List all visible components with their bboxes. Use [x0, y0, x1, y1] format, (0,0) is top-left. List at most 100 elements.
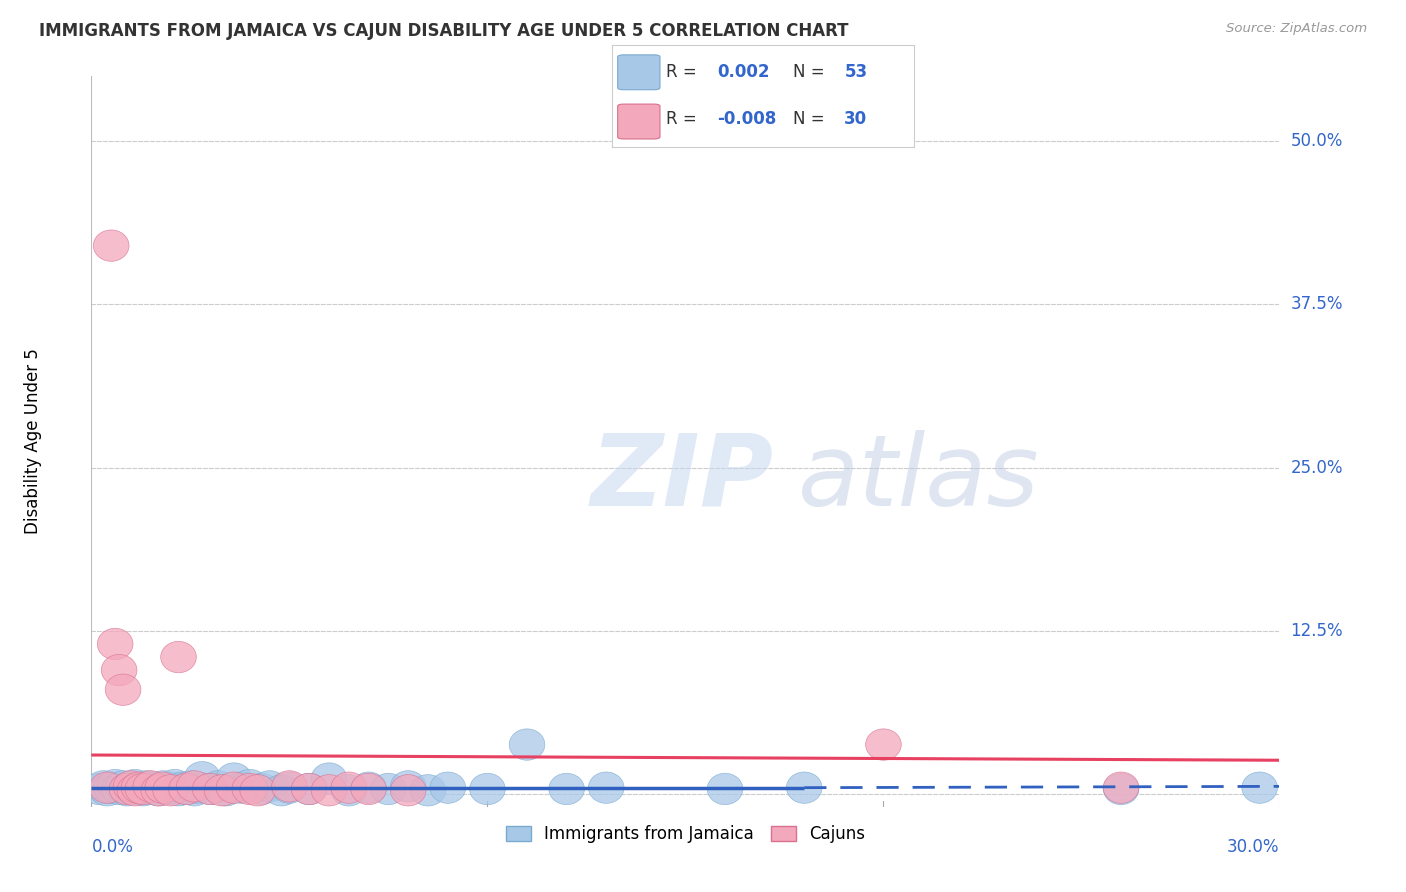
Ellipse shape	[177, 774, 212, 806]
Ellipse shape	[200, 771, 236, 802]
Ellipse shape	[243, 773, 280, 805]
Ellipse shape	[786, 772, 823, 804]
Text: ZIP: ZIP	[591, 430, 773, 526]
Ellipse shape	[134, 773, 169, 805]
Legend: Immigrants from Jamaica, Cajuns: Immigrants from Jamaica, Cajuns	[499, 819, 872, 850]
Text: atlas: atlas	[799, 430, 1040, 526]
Ellipse shape	[350, 772, 387, 804]
Ellipse shape	[311, 763, 347, 794]
Ellipse shape	[411, 774, 446, 806]
Ellipse shape	[105, 771, 141, 802]
Ellipse shape	[134, 771, 169, 802]
Ellipse shape	[117, 770, 153, 801]
Ellipse shape	[90, 772, 125, 804]
Ellipse shape	[90, 774, 125, 806]
Text: 25.0%: 25.0%	[1291, 458, 1343, 476]
Ellipse shape	[470, 773, 505, 805]
Ellipse shape	[97, 628, 134, 660]
Ellipse shape	[101, 655, 136, 686]
Ellipse shape	[291, 773, 328, 805]
Ellipse shape	[125, 774, 160, 806]
Ellipse shape	[145, 771, 180, 802]
Ellipse shape	[110, 774, 145, 806]
Ellipse shape	[169, 773, 204, 805]
Ellipse shape	[129, 771, 165, 802]
Ellipse shape	[112, 771, 149, 802]
Ellipse shape	[110, 773, 145, 805]
Ellipse shape	[1104, 773, 1139, 805]
Ellipse shape	[252, 771, 287, 802]
Ellipse shape	[141, 774, 177, 806]
Ellipse shape	[145, 772, 180, 804]
Ellipse shape	[93, 230, 129, 261]
Text: IMMIGRANTS FROM JAMAICA VS CAJUN DISABILITY AGE UNDER 5 CORRELATION CHART: IMMIGRANTS FROM JAMAICA VS CAJUN DISABIL…	[39, 22, 849, 40]
Ellipse shape	[391, 774, 426, 806]
Ellipse shape	[350, 773, 387, 805]
Ellipse shape	[93, 772, 129, 804]
Text: N =: N =	[793, 63, 830, 81]
Ellipse shape	[193, 773, 228, 805]
Ellipse shape	[153, 772, 188, 804]
Ellipse shape	[165, 772, 200, 804]
Text: 0.0%: 0.0%	[91, 838, 134, 855]
Text: R =: R =	[666, 63, 702, 81]
Text: R =: R =	[666, 111, 702, 128]
Ellipse shape	[141, 774, 177, 806]
Ellipse shape	[271, 771, 308, 802]
Ellipse shape	[330, 774, 367, 806]
Ellipse shape	[509, 729, 546, 760]
Ellipse shape	[707, 773, 742, 805]
Text: Source: ZipAtlas.com: Source: ZipAtlas.com	[1226, 22, 1367, 36]
Ellipse shape	[204, 774, 240, 806]
Text: 37.5%: 37.5%	[1291, 295, 1343, 313]
Text: 30: 30	[845, 111, 868, 128]
Ellipse shape	[112, 772, 149, 804]
FancyBboxPatch shape	[617, 55, 659, 90]
Ellipse shape	[240, 774, 276, 806]
Ellipse shape	[264, 774, 299, 806]
Ellipse shape	[105, 674, 141, 706]
Ellipse shape	[184, 762, 221, 793]
Ellipse shape	[101, 773, 136, 805]
Text: -0.008: -0.008	[717, 111, 776, 128]
Ellipse shape	[177, 771, 212, 802]
Ellipse shape	[193, 773, 228, 805]
Text: 53: 53	[845, 63, 868, 81]
Ellipse shape	[271, 772, 308, 804]
Text: 0.002: 0.002	[717, 63, 770, 81]
Ellipse shape	[156, 770, 193, 801]
Ellipse shape	[391, 771, 426, 802]
Ellipse shape	[866, 729, 901, 760]
Ellipse shape	[160, 641, 197, 673]
Ellipse shape	[121, 772, 156, 804]
Ellipse shape	[208, 774, 243, 806]
Text: Disability Age Under 5: Disability Age Under 5	[24, 349, 42, 534]
Ellipse shape	[588, 772, 624, 804]
Ellipse shape	[232, 770, 267, 801]
Ellipse shape	[160, 774, 197, 806]
Text: 30.0%: 30.0%	[1227, 838, 1279, 855]
Text: 12.5%: 12.5%	[1291, 622, 1343, 640]
Ellipse shape	[117, 774, 153, 806]
Ellipse shape	[86, 771, 121, 802]
Ellipse shape	[232, 773, 267, 805]
Ellipse shape	[291, 773, 328, 805]
Ellipse shape	[224, 772, 260, 804]
Ellipse shape	[97, 770, 134, 801]
Text: 50.0%: 50.0%	[1291, 132, 1343, 150]
Ellipse shape	[1241, 772, 1278, 804]
Ellipse shape	[330, 772, 367, 804]
Ellipse shape	[82, 773, 117, 805]
Ellipse shape	[121, 773, 156, 805]
Ellipse shape	[136, 772, 173, 804]
FancyBboxPatch shape	[617, 104, 659, 139]
Ellipse shape	[169, 773, 204, 805]
Text: N =: N =	[793, 111, 830, 128]
Ellipse shape	[125, 773, 160, 805]
Ellipse shape	[430, 772, 465, 804]
Ellipse shape	[153, 774, 188, 806]
Ellipse shape	[173, 771, 208, 802]
Ellipse shape	[149, 773, 184, 805]
Ellipse shape	[311, 774, 347, 806]
Ellipse shape	[1104, 772, 1139, 804]
